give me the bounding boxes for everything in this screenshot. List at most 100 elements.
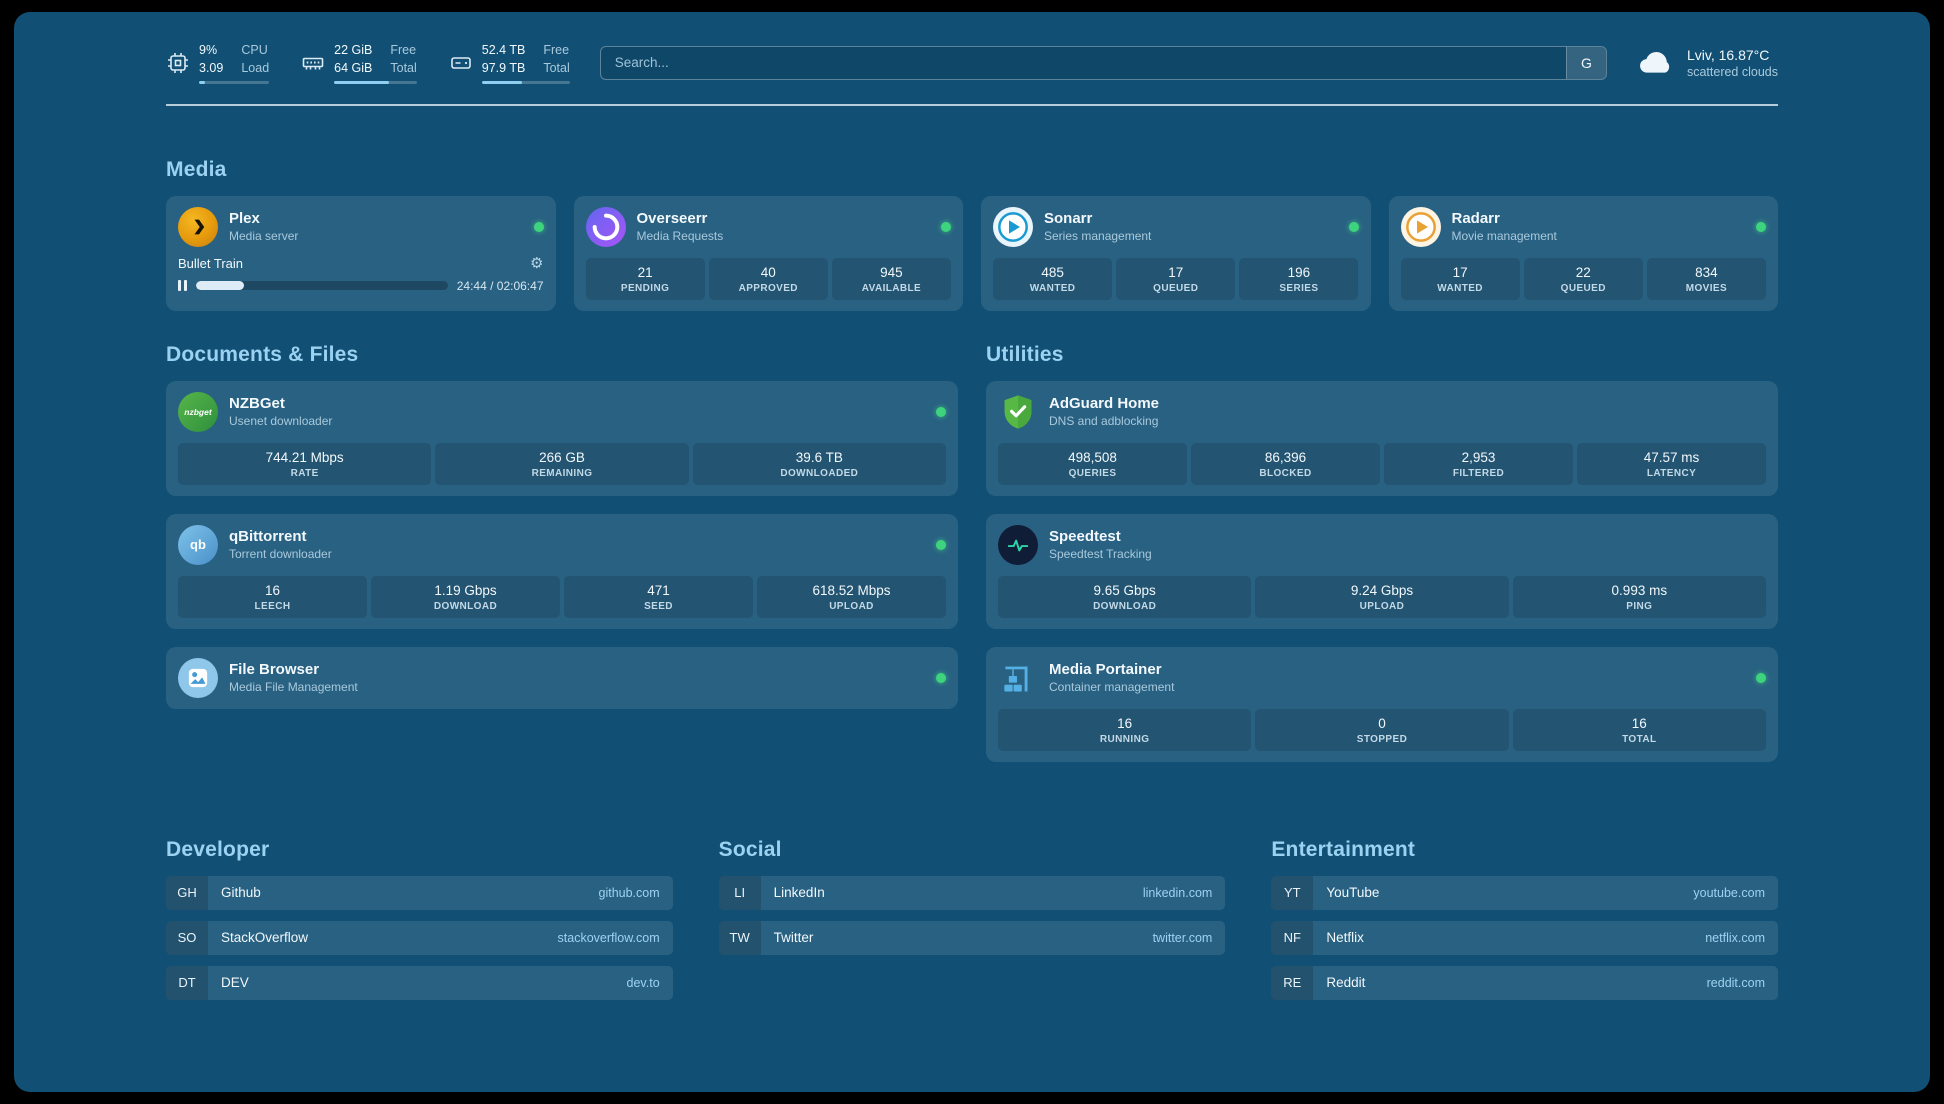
service-name: Overseerr: [636, 210, 708, 228]
cpu-value: 9%: [199, 43, 218, 57]
bookmark-name: YouTube: [1326, 885, 1380, 901]
stat-tile: 945 AVAILABLE: [831, 257, 951, 300]
stat-tile: 21 PENDING: [585, 257, 705, 300]
service-desc: Media server: [229, 229, 299, 244]
memory-widget: 22 GiB Free 64 GiB Total: [301, 42, 417, 84]
gear-icon[interactable]: ⚙: [530, 253, 544, 272]
weather-widget[interactable]: Lviv, 16.87°C scattered clouds: [1637, 45, 1778, 80]
service-name: Media Portainer: [1049, 661, 1162, 679]
section-title-developer: Developer: [166, 837, 270, 861]
bookmark-name: LinkedIn: [773, 885, 825, 901]
plex-icon: [178, 206, 218, 247]
service-desc: Torrent downloader: [229, 547, 332, 562]
search-bar[interactable]: G: [599, 45, 1607, 80]
service-card-portainer[interactable]: Media Portainer Container management 16 …: [986, 646, 1778, 762]
service-card-nzbget[interactable]: nzbget NZBGet Usenet downloader 744.21 M…: [166, 380, 958, 496]
service-name: qBittorrent: [229, 528, 307, 546]
speedtest-icon: [998, 524, 1038, 565]
weather-condition: scattered clouds: [1686, 64, 1778, 79]
disk-free-value: 52.4 TB: [481, 43, 526, 57]
bookmark-url: twitter.com: [1152, 930, 1213, 945]
memory-progress: [334, 80, 417, 84]
qbittorrent-icon: qb: [178, 524, 218, 565]
playback-progress-bar[interactable]: [196, 281, 448, 291]
adguard-shield-icon: [998, 392, 1038, 432]
stat-tile: 17 WANTED: [1400, 257, 1520, 300]
memory-free-value: 22 GiB: [334, 43, 373, 57]
stat-tile: 9.65 Gbps DOWNLOAD: [998, 575, 1252, 618]
bookmark-abbr: GH: [166, 875, 208, 910]
bookmark-url: reddit.com: [1706, 975, 1765, 990]
bookmark-youtube[interactable]: YT YouTube youtube.com: [1271, 875, 1778, 910]
stat-tile: 2,953 FILTERED: [1384, 442, 1573, 485]
disk-widget: 52.4 TB Free 97.9 TB Total: [449, 42, 570, 84]
disk-total-label: Total: [543, 60, 570, 75]
disk-free-label: Free: [543, 43, 570, 57]
section-title-social: Social: [718, 837, 782, 861]
cpu-icon: [166, 51, 190, 75]
service-name: Plex: [229, 210, 260, 228]
overseerr-icon: [585, 206, 626, 247]
nzbget-icon: nzbget: [178, 391, 218, 432]
service-name: Speedtest: [1049, 528, 1121, 546]
bookmark-linkedin[interactable]: LI LinkedIn linkedin.com: [718, 875, 1226, 910]
bookmark-stackoverflow[interactable]: SO StackOverflow stackoverflow.com: [166, 920, 673, 955]
service-card-radarr[interactable]: Radarr Movie management 17 WANTED 22 QUE…: [1388, 195, 1778, 311]
stat-tile: 47.57 ms LATENCY: [1577, 442, 1766, 485]
stat-tile: 40 APPROVED: [708, 257, 828, 300]
status-dot: [1756, 672, 1766, 683]
stat-tile: 86,396 BLOCKED: [1191, 442, 1380, 485]
service-card-qbittorrent[interactable]: qb qBittorrent Torrent downloader 16 LEE…: [166, 513, 958, 629]
stat-tile: 0 STOPPED: [1255, 708, 1509, 751]
service-name: File Browser: [229, 661, 320, 679]
service-card-speedtest[interactable]: Speedtest Speedtest Tracking 9.65 Gbps D…: [986, 513, 1778, 629]
cloud-icon: [1637, 45, 1675, 80]
memory-icon: [301, 51, 325, 75]
stat-tile: 39.6 TB DOWNLOADED: [692, 442, 946, 485]
bookmark-url: netflix.com: [1705, 930, 1765, 945]
service-desc: DNS and adblocking: [1049, 414, 1159, 429]
bookmark-name: StackOverflow: [221, 930, 309, 946]
dashboard: 9% CPU 3.09 Load 22: [14, 12, 1930, 1092]
bookmark-abbr: YT: [1271, 875, 1314, 910]
service-card-plex[interactable]: Plex Media server Bullet Train ⚙ 24:44 /…: [166, 195, 556, 311]
pause-icon[interactable]: [178, 280, 187, 292]
cpu-widget: 9% CPU 3.09 Load: [166, 42, 270, 84]
service-card-sonarr[interactable]: Sonarr Series management 485 WANTED 17 Q…: [981, 195, 1371, 311]
memory-total-value: 64 GiB: [334, 60, 373, 75]
cpu-label: CPU: [241, 43, 268, 57]
bookmark-reddit[interactable]: RE Reddit reddit.com: [1271, 965, 1778, 1000]
search-input[interactable]: [600, 55, 1566, 71]
bookmark-dev[interactable]: DT DEV dev.to: [166, 965, 673, 1000]
status-dot: [936, 539, 946, 550]
bookmark-twitter[interactable]: TW Twitter twitter.com: [718, 920, 1226, 955]
stat-tile: 618.52 Mbps UPLOAD: [757, 575, 946, 618]
load-label: Load: [241, 60, 270, 75]
section-title-documents: Documents & Files: [166, 342, 359, 366]
search-provider-button[interactable]: G: [1565, 46, 1606, 79]
filebrowser-icon: [178, 657, 218, 698]
status-dot: [533, 221, 544, 232]
bookmark-abbr: NF: [1271, 920, 1314, 955]
stat-tile: 266 GB REMAINING: [435, 442, 689, 485]
status-dot: [1756, 221, 1766, 232]
bookmark-netflix[interactable]: NF Netflix netflix.com: [1271, 920, 1778, 955]
section-title-media: Media: [166, 157, 227, 181]
service-card-filebrowser[interactable]: File Browser Media File Management: [166, 646, 958, 709]
bookmark-name: Github: [221, 885, 261, 901]
bookmark-github[interactable]: GH Github github.com: [166, 875, 673, 910]
stat-tile: 0.993 ms PING: [1512, 575, 1766, 618]
stat-tile: 17 QUEUED: [1116, 257, 1236, 300]
bookmark-abbr: RE: [1271, 965, 1314, 1000]
service-card-overseerr[interactable]: Overseerr Media Requests 21 PENDING 40 A…: [573, 195, 963, 311]
bookmark-url: linkedin.com: [1142, 885, 1213, 900]
weather-location-temp: Lviv, 16.87°C: [1686, 46, 1770, 63]
bookmark-url: github.com: [598, 885, 660, 900]
service-name: NZBGet: [229, 395, 285, 413]
service-desc: Media File Management: [229, 680, 358, 695]
topbar: 9% CPU 3.09 Load 22: [166, 12, 1778, 84]
service-card-adguard[interactable]: AdGuard Home DNS and adblocking 498,508 …: [986, 380, 1778, 496]
stat-tile: 471 SEED: [564, 575, 753, 618]
bookmark-name: Netflix: [1326, 930, 1364, 946]
